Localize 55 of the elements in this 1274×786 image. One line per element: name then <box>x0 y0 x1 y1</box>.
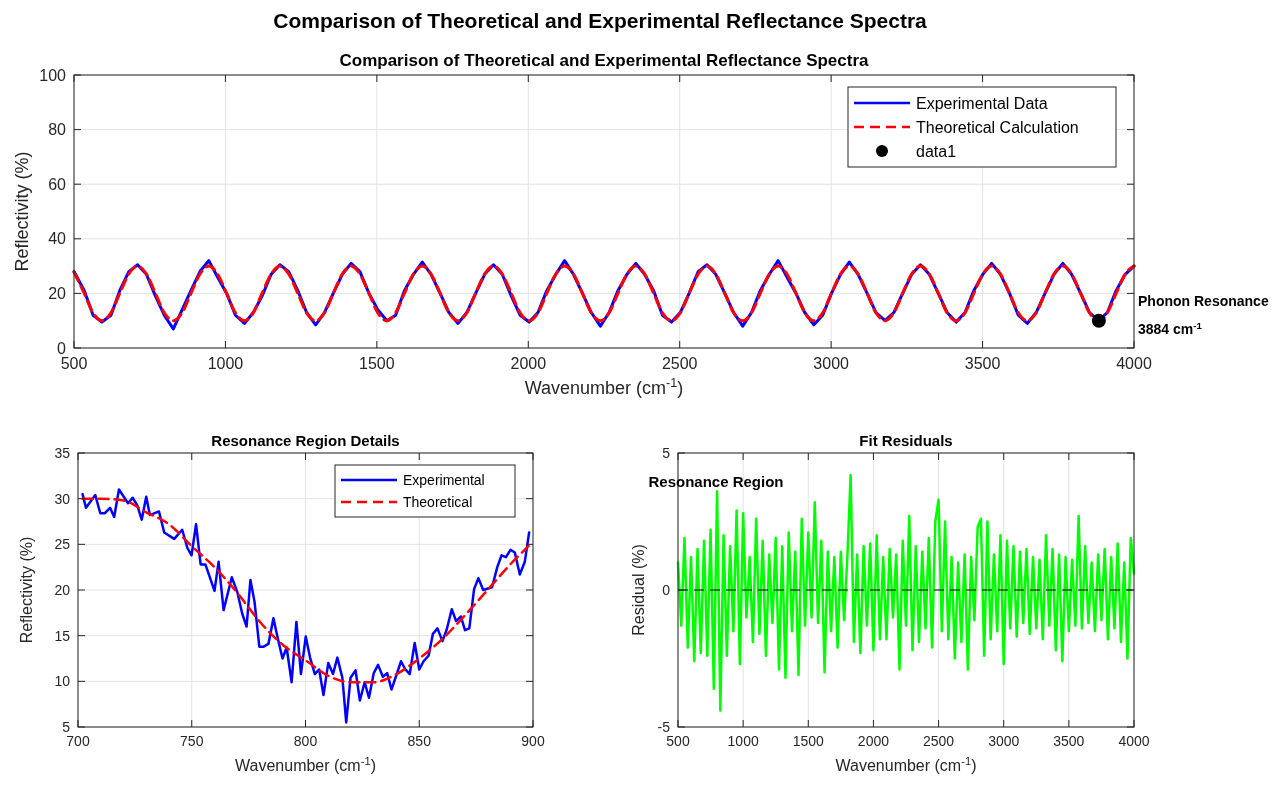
x-tick-label: 2500 <box>661 355 698 372</box>
x-tick-label: 4000 <box>1116 355 1152 372</box>
text: 3884 cm$^{-1}$ <box>1138 319 1203 337</box>
y-axis-title: Reflectivity (%) <box>18 536 35 644</box>
x-tick-label: 3000 <box>813 355 850 372</box>
chart-title: Comparison of Theoretical and Experimental Reflectance Spectra <box>273 9 928 32</box>
y-tick-label: 60 <box>48 175 67 193</box>
x-tick-label: 1500 <box>792 733 825 749</box>
y-tick-label: 0 <box>57 339 67 357</box>
y-tick-label: 20 <box>48 285 67 302</box>
x-tick-label: 700 <box>66 733 90 749</box>
y-tick-label: 40 <box>48 230 67 248</box>
y-tick-label: 5 <box>62 718 71 735</box>
x-tick-label: 500 <box>60 355 88 372</box>
x-tick-label: 2000 <box>510 355 547 372</box>
y-tick-label: 35 <box>54 444 71 461</box>
y-tick-label: 30 <box>54 490 71 507</box>
x-tick-label: 3500 <box>964 355 1001 372</box>
x-tick-label: 900 <box>521 733 545 749</box>
x-tick-label: 2000 <box>857 733 890 749</box>
x-tick-label: 850 <box>407 733 432 749</box>
y-tick-label: 15 <box>54 627 71 644</box>
y-tick-label: 100 <box>39 66 67 84</box>
x-axis-title: Wavenumber (cm$^{-1}$) <box>524 376 684 398</box>
chart-title: Fit Residuals <box>859 432 953 449</box>
legend-label: Experimental <box>403 471 485 488</box>
x-tick-label: 1000 <box>727 733 759 749</box>
x-tick-label: 800 <box>293 733 318 749</box>
x-tick-label: 500 <box>666 733 690 749</box>
y-tick-label: 10 <box>54 673 71 690</box>
x-axis-title: Wavenumber (cm$^{-1}$) <box>235 755 376 774</box>
y-tick-label: -5 <box>657 718 671 735</box>
x-tick-label: 2500 <box>922 733 955 749</box>
x-tick-label: 1500 <box>359 355 395 372</box>
annotation: Resonance Region <box>648 473 784 490</box>
x-tick-label: 3000 <box>988 733 1020 749</box>
y-axis-title: Reflectivity (%) <box>12 151 32 272</box>
legend-label: Experimental Data <box>916 94 1048 112</box>
chart-title: Resonance Region Details <box>211 432 400 449</box>
y-tick-label: 0 <box>662 581 671 598</box>
x-axis-title: Wavenumber (cm$^{-1}$) <box>835 755 977 774</box>
x-tick-label: 4000 <box>1118 733 1150 749</box>
x-tick-label: 3500 <box>1053 733 1085 749</box>
x-tick-label: 750 <box>180 733 204 749</box>
legend-label: Theoretical <box>403 493 473 510</box>
text: Phonon Resonance <box>1138 293 1269 309</box>
legend-label: data1 <box>916 142 957 160</box>
y-tick-label: 25 <box>54 536 71 553</box>
x-tick-label: 1000 <box>207 355 244 372</box>
y-tick-label: 80 <box>48 121 67 139</box>
y-tick-label: 20 <box>54 581 71 598</box>
chart-subtitle: Comparison of Theoretical and Experimental Reflectance Spectra <box>339 51 870 70</box>
legend-label: Theoretical Calculation <box>916 118 1079 136</box>
y-tick-label: 5 <box>662 444 671 461</box>
y-axis-title: Residual (%) <box>630 544 647 636</box>
